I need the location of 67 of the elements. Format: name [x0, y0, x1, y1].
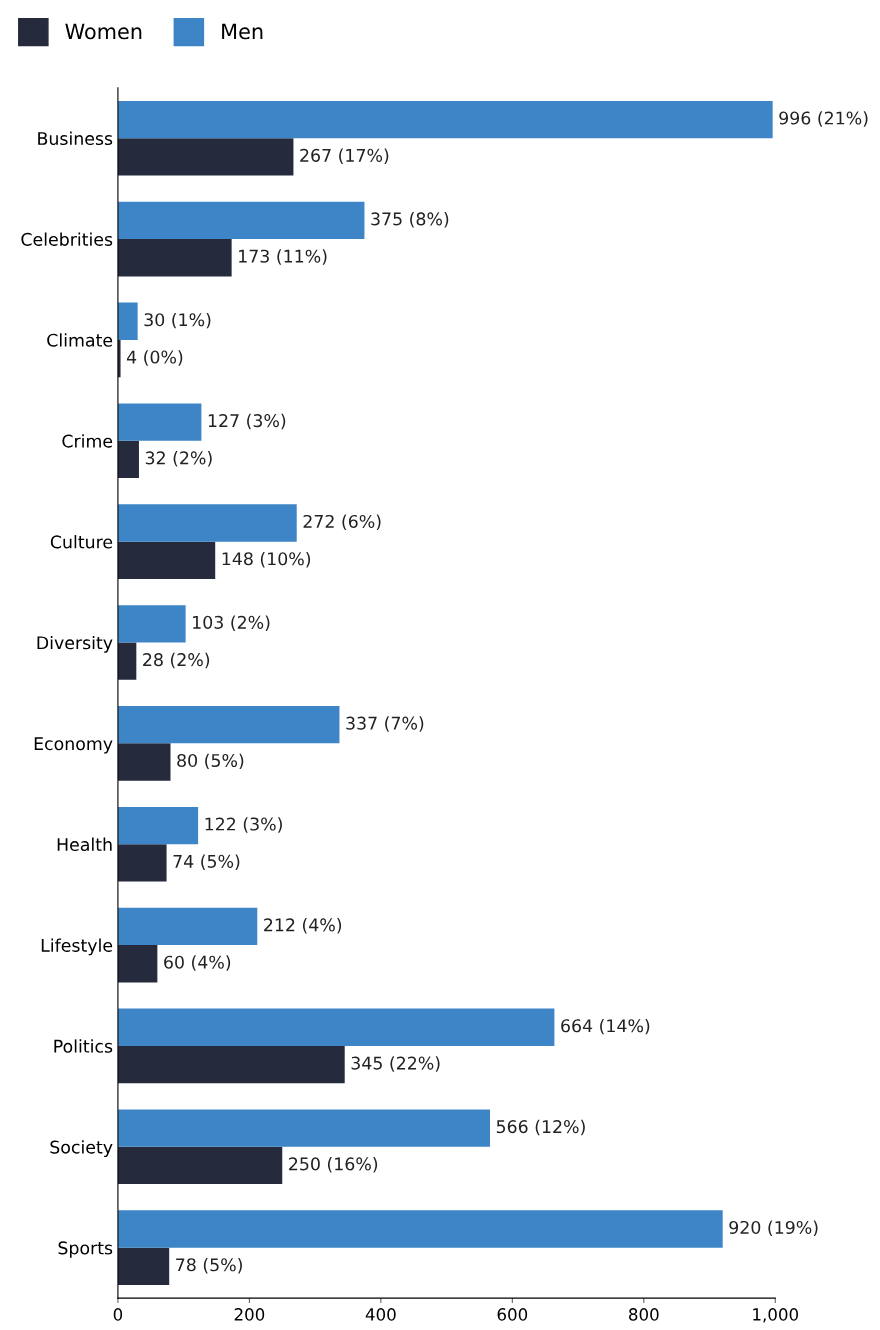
data-label: 173 (11%) [239, 249, 327, 265]
bar [117, 605, 186, 643]
bar [117, 907, 258, 946]
data-label: 345 (22%) [351, 1056, 440, 1072]
data-label: 74 (5%) [173, 854, 240, 870]
data-label: 103 (2%) [193, 615, 270, 631]
bar [117, 1210, 723, 1248]
bar [117, 806, 199, 845]
y-tick-label: Lifestyle [41, 938, 113, 956]
y-tick-label: Diversity [37, 635, 113, 653]
data-label: 28 (2%) [143, 652, 210, 669]
data-label: 148 (10%) [222, 551, 311, 568]
bar [117, 706, 340, 744]
bar [117, 138, 294, 176]
y-tick-label: Climate [47, 333, 113, 347]
bar [117, 1146, 283, 1185]
data-label: 267 (17%) [300, 148, 389, 164]
data-label: 566 (12%) [496, 1119, 585, 1136]
bar [117, 100, 773, 139]
legend-label: Men [222, 23, 263, 40]
bar [117, 1008, 555, 1046]
bar [117, 403, 202, 441]
y-tick-label: Business [38, 131, 113, 146]
y-tick-label: Celebrities [21, 232, 113, 246]
bar [117, 642, 137, 680]
data-label: 212 (4%) [264, 918, 342, 934]
data-label: 272 (6%) [303, 514, 381, 531]
bar [117, 844, 167, 882]
data-label: 122 (3%) [205, 817, 282, 833]
x-tick-label: 200 [234, 1308, 265, 1321]
data-label: 664 (14%) [561, 1018, 650, 1035]
bar [117, 201, 365, 240]
bar [117, 1045, 345, 1084]
bar [117, 743, 171, 781]
x-tick-label: 400 [365, 1308, 396, 1321]
data-label: 375 (8%) [371, 212, 449, 228]
data-label: 250 (16%) [289, 1157, 378, 1173]
data-label: 30 (1%) [144, 312, 211, 329]
y-tick-label: Culture [50, 535, 113, 549]
y-tick-label: Sports [58, 1241, 113, 1258]
bar [117, 541, 216, 579]
bar [117, 1247, 170, 1285]
y-tick-label: Society [50, 1140, 113, 1157]
x-tick-label: 0 [113, 1308, 123, 1321]
data-label: 920 (19%) [729, 1220, 818, 1237]
data-label: 337 (7%) [346, 716, 424, 732]
bar [117, 302, 138, 340]
x-tick-label: 1,000 [753, 1308, 799, 1323]
bar [117, 504, 297, 542]
bar [117, 440, 139, 479]
x-tick-label: 800 [629, 1308, 659, 1321]
bar [117, 1109, 490, 1147]
y-tick-label: Health [57, 837, 112, 852]
data-label: 60 (4%) [164, 955, 231, 971]
data-label: 996 (21%) [779, 111, 868, 127]
bar [117, 239, 232, 277]
y-tick-label: Crime [62, 434, 113, 448]
data-label: 4 (0%) [126, 350, 183, 366]
data-label: 78 (5%) [176, 1257, 242, 1274]
data-label: 80 (5%) [177, 753, 244, 770]
bar [117, 945, 158, 983]
y-tick-label: Politics [54, 1039, 113, 1053]
data-label: 32 (2%) [145, 451, 212, 467]
x-tick-label: 600 [497, 1308, 528, 1321]
legend-label: Women [65, 23, 142, 40]
data-label: 127 (3%) [208, 413, 286, 430]
y-tick-label: Economy [34, 737, 113, 754]
